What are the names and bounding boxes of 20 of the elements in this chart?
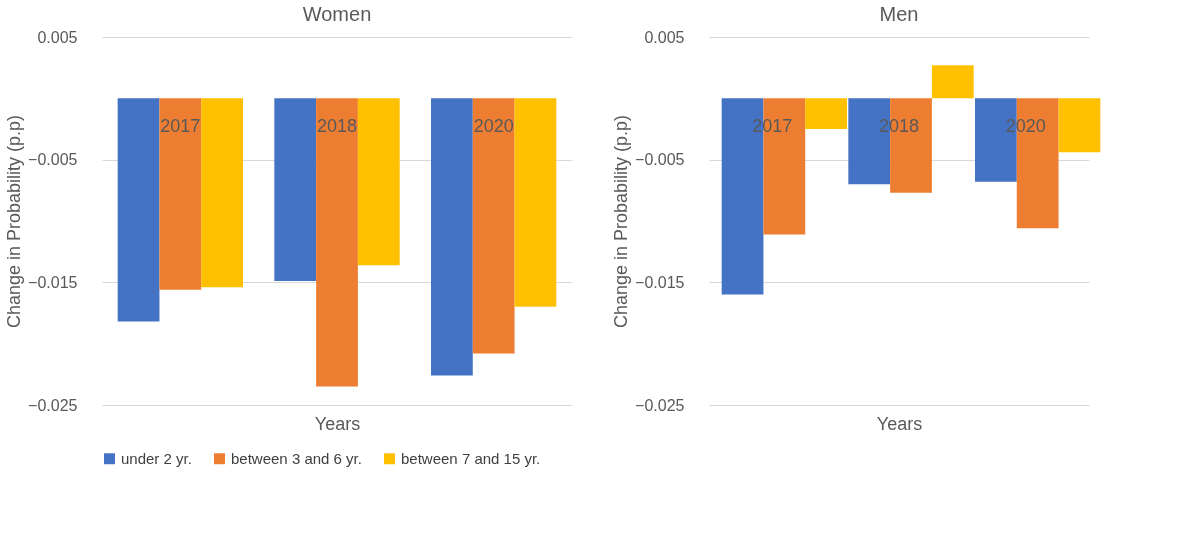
y-axis-title: Change in Probability (p.p) — [611, 114, 632, 329]
chart-title: Men — [879, 3, 919, 25]
x-tick-label: 2018 — [316, 116, 358, 137]
y-tick-label: 0.005 — [37, 28, 78, 46]
legend-label: between 7 and 15 yr. — [401, 449, 541, 467]
x-axis-title: Years — [314, 413, 361, 434]
legend-label: between 3 and 6 yr. — [231, 449, 362, 467]
legend-label: under 2 yr. — [121, 449, 192, 467]
y-tick-label: −0.015 — [28, 273, 78, 291]
y-tick-label: −0.025 — [635, 396, 685, 414]
chart-title: Women — [302, 3, 372, 25]
x-axis-title: Years — [876, 413, 923, 434]
y-tick-label: −0.015 — [635, 273, 685, 291]
x-tick-label: 2020 — [473, 116, 514, 137]
y-tick-label: 0.005 — [644, 28, 685, 46]
y-tick-label: −0.005 — [28, 151, 78, 169]
y-tick-label: −0.025 — [28, 396, 78, 414]
y-axis-title: Change in Probability (p.p) — [4, 114, 25, 329]
y-tick-label: −0.005 — [635, 151, 685, 169]
x-tick-label: 2017 — [160, 116, 201, 137]
